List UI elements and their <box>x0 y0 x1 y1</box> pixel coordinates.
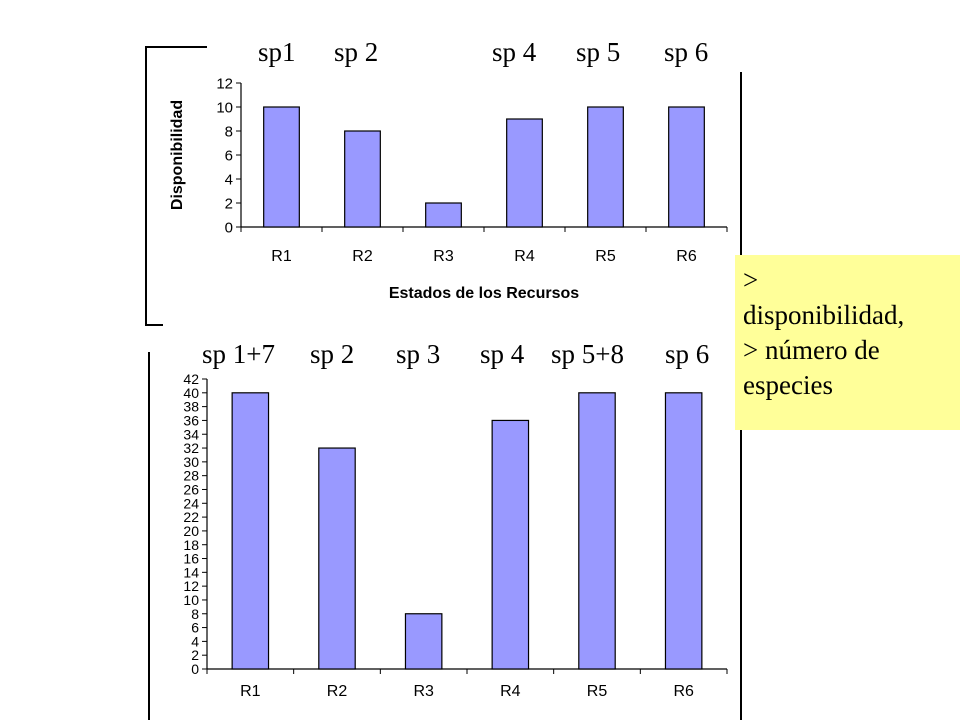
bar <box>506 118 543 228</box>
y-tick-label: 28 <box>183 468 199 484</box>
note-line: > <box>743 265 759 295</box>
y-tick-label: 32 <box>183 440 199 456</box>
bar <box>404 613 443 670</box>
x-tick-label: R6 <box>676 248 697 265</box>
bar <box>231 392 270 670</box>
bar <box>425 202 462 228</box>
top-species-label: sp 2 <box>334 37 379 67</box>
x-tick-label: R5 <box>595 248 616 265</box>
y-tick-label: 2 <box>225 195 233 212</box>
y-tick-label: 22 <box>183 509 199 525</box>
x-tick-label: R1 <box>240 683 261 700</box>
x-axis-title: Estados de los Recursos <box>389 285 579 302</box>
y-tick-label: 12 <box>183 578 199 594</box>
top-chart-frame-right <box>740 72 742 328</box>
y-axis-title: Disponibilidad <box>169 100 186 210</box>
bottom-species-label: sp 4 <box>480 339 525 369</box>
x-tick-label: R3 <box>413 683 434 700</box>
y-tick-label: 2 <box>191 647 199 663</box>
y-tick-label: 8 <box>225 123 233 140</box>
x-tick-label: R4 <box>500 683 521 700</box>
bar <box>587 106 624 228</box>
bottom-species-label: sp 3 <box>396 339 441 369</box>
bar <box>664 392 703 670</box>
top-species-label: sp 4 <box>492 37 537 67</box>
note-box: > disponibilidad, > número de especies <box>735 255 960 430</box>
bottom-species-label: sp 1+7 <box>202 339 275 369</box>
bottom-species-label: sp 6 <box>665 339 710 369</box>
bar <box>491 419 530 670</box>
y-tick-label: 38 <box>183 399 199 415</box>
bottom-species-label: sp 5+8 <box>551 339 624 369</box>
top-species-label: sp 6 <box>664 37 709 67</box>
note-line: especies <box>743 370 833 400</box>
note-line: > número de <box>743 335 880 365</box>
y-tick-label: 10 <box>183 592 199 608</box>
y-tick-label: 0 <box>191 661 199 677</box>
y-tick-label: 4 <box>191 633 199 649</box>
y-tick-label: 18 <box>183 537 199 553</box>
y-tick-label: 30 <box>183 454 199 470</box>
top-chart-frame-bottom <box>145 324 163 326</box>
x-tick-label: R2 <box>327 683 348 700</box>
bottom-species-label: sp 2 <box>310 339 355 369</box>
x-tick-label: R4 <box>514 248 535 265</box>
y-tick-label: 40 <box>183 385 199 401</box>
y-tick-label: 24 <box>183 495 199 511</box>
bar <box>344 130 381 228</box>
bar <box>318 447 356 670</box>
x-tick-label: R5 <box>587 683 608 700</box>
y-tick-label: 26 <box>183 482 199 498</box>
x-tick-label: R6 <box>673 683 694 700</box>
bottom-chart-frame-right <box>740 372 742 720</box>
bar <box>578 392 616 670</box>
y-tick-label: 42 <box>183 371 199 387</box>
y-tick-label: 16 <box>183 551 199 567</box>
bar <box>668 106 705 228</box>
y-tick-label: 10 <box>216 99 233 116</box>
y-tick-label: 14 <box>183 564 199 580</box>
y-tick-label: 6 <box>225 147 233 164</box>
x-tick-label: R3 <box>433 248 454 265</box>
x-tick-label: R2 <box>352 248 373 265</box>
y-tick-label: 4 <box>225 171 233 188</box>
top-chart-frame-top <box>145 46 207 48</box>
top-species-label: sp1 <box>258 37 296 67</box>
note-line: disponibilidad, <box>743 300 905 330</box>
y-tick-label: 36 <box>183 412 199 428</box>
bar <box>263 106 300 228</box>
y-tick-label: 34 <box>183 426 199 442</box>
y-tick-label: 6 <box>191 620 199 636</box>
y-tick-label: 0 <box>225 219 233 236</box>
y-tick-label: 12 <box>216 75 233 92</box>
bottom-chart-frame-left <box>148 352 150 720</box>
y-tick-label: 8 <box>191 606 199 622</box>
x-tick-label: R1 <box>271 248 292 265</box>
top-species-label: sp 5 <box>576 37 621 67</box>
y-tick-label: 20 <box>183 523 199 539</box>
top-chart-frame-left <box>145 46 147 326</box>
